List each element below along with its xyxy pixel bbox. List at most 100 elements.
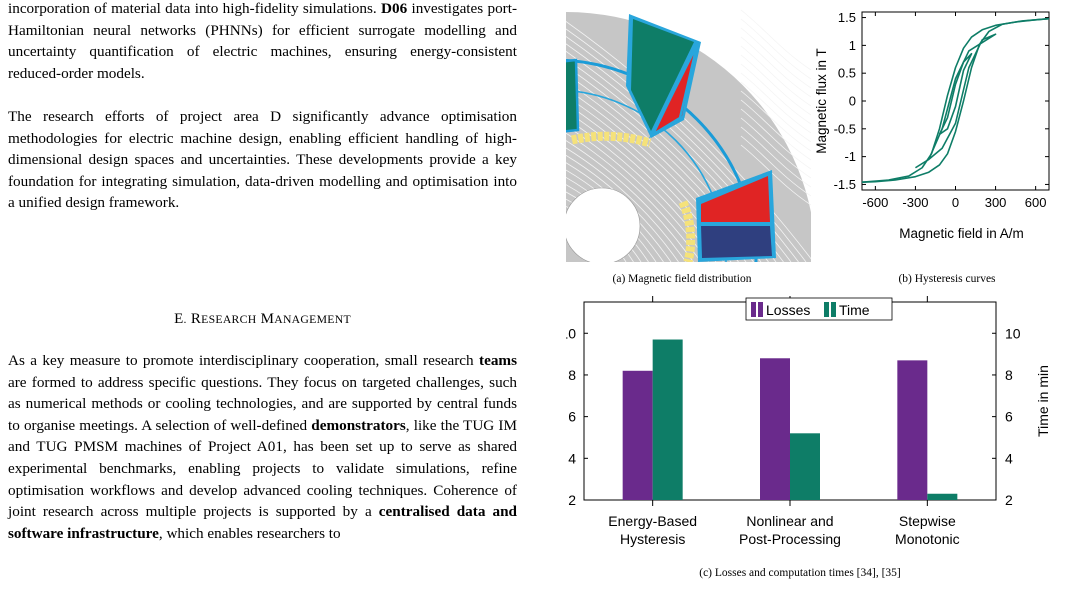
field-line — [566, 140, 694, 262]
field-line — [566, 147, 687, 262]
magnet-segment — [570, 131, 652, 148]
plot-frame — [861, 11, 1050, 191]
losses-bar — [897, 360, 928, 500]
y-tick-label: 8 — [568, 367, 576, 383]
field-line — [740, 144, 811, 206]
p1-segment: models. — [96, 64, 145, 82]
p3-segment: , like the TUG IM and TUG PMSM machines … — [8, 416, 517, 521]
field-line — [566, 21, 811, 260]
x-axis-label: Magnetic field in A/m — [899, 226, 1024, 241]
heading-char: . — [183, 313, 187, 326]
x-tick-label: -600 — [862, 195, 888, 210]
field-line — [740, 135, 811, 197]
caption-a: (a) Magnetic field distribution — [612, 273, 752, 285]
section-heading-text: E. RESEARCH MANAGEMENT — [174, 311, 351, 327]
y-tick-label: 1 — [849, 38, 856, 53]
x-tick-label: 0 — [952, 195, 959, 210]
field-line — [566, 28, 807, 262]
paragraph-research-management: As a key measure to promote interdiscipl… — [8, 350, 517, 544]
field-line — [740, 36, 811, 98]
hysteresis-curve — [915, 33, 997, 169]
p1-segment: investigates port-Hamiltonian neural net… — [8, 0, 517, 39]
field-line — [740, 54, 811, 116]
p1-segment: D06 — [381, 0, 408, 17]
category-label: Stepwise — [899, 513, 956, 529]
field-line — [740, 99, 811, 161]
heading-char: R — [190, 311, 202, 327]
heading-char: E — [174, 311, 184, 327]
y-axis-label: Losses in mJ — [566, 360, 567, 442]
field-line — [740, 72, 811, 134]
heading-char: ESEARCH — [201, 313, 257, 326]
p3-segment: centralised — [378, 503, 450, 521]
p3-segment: data and software infrastructure — [8, 503, 517, 542]
time-bar — [927, 493, 958, 500]
section-heading: E. RESEARCH MANAGEMENT — [8, 311, 517, 328]
losses-bar — [622, 370, 653, 500]
legend-swatch — [824, 302, 829, 317]
field-line — [740, 117, 811, 179]
p3-segment — [450, 503, 457, 520]
y2-tick-label: 4 — [1005, 450, 1013, 466]
y2-axis-label: Time in min — [1035, 365, 1051, 437]
y2-tick-label: 8 — [1005, 367, 1013, 383]
hysteresis-curve — [938, 52, 973, 136]
p1-segment: of electric machines, ensuring energy-co… — [8, 43, 517, 82]
field-line — [740, 18, 811, 80]
magnet-yellow-segments — [570, 131, 696, 262]
y2-tick-label: 10 — [1005, 325, 1021, 341]
magnet-segment — [678, 200, 696, 262]
y-tick-label: 6 — [568, 409, 576, 425]
p3-segment: teams — [479, 352, 517, 369]
magnetic-field-figure — [566, 9, 811, 262]
category-label: Nonlinear and — [746, 513, 833, 529]
caption-c: (c) Losses and computation times [34], [… — [699, 567, 901, 579]
legend-box — [745, 297, 893, 321]
heading-char: ANAGEMENT — [274, 313, 351, 326]
losses-time-chart: 2 4 6 8 10 2 4 6 8 10 Energy-Based Hysteresis Nonlin… — [566, 296, 1051, 547]
slot-top — [626, 14, 701, 139]
hysteresis-chart: -600 -300 0 300 600 1.5 1 0.5 0 -0.5 -1 -1.5 Magneti… — [814, 10, 1050, 241]
caption-b: (b) Hysteresis curves — [898, 273, 996, 285]
time-bar — [652, 339, 683, 500]
paragraph-project-area-d: The research efforts of project area D s… — [8, 108, 517, 212]
y-tick-label: 4 — [568, 450, 576, 466]
y-tick-label: -1 — [844, 149, 856, 164]
field-line — [740, 90, 811, 152]
x-tick-label: -300 — [902, 195, 928, 210]
legend-swatch — [751, 302, 756, 317]
y-tick-label: 10 — [566, 325, 576, 341]
slot-left — [566, 58, 580, 133]
legend-label: Time — [839, 302, 870, 318]
y-tick-label: 0 — [849, 94, 856, 109]
legend-swatch — [758, 302, 763, 317]
category-label: Post-Processing — [739, 531, 841, 547]
hysteresis-curve — [861, 17, 1050, 184]
p3-segment: demonstrators — [311, 416, 406, 434]
field-line — [740, 81, 811, 143]
p3-segment: As a key measure to promote interdiscipl… — [8, 352, 480, 369]
heading-char: M — [260, 311, 275, 327]
time-bar — [790, 433, 820, 500]
field-line — [740, 108, 811, 170]
y2-tick-label: 6 — [1005, 409, 1013, 425]
y-axis-label: Magnetic flux in T — [814, 48, 829, 154]
p3-segment: , which enables researchers to — [158, 524, 341, 542]
legend-swatch — [831, 302, 836, 317]
field-line — [740, 9, 811, 71]
y2-tick-label: 2 — [1005, 492, 1013, 508]
x-tick-label: 600 — [1025, 195, 1047, 210]
y-tick-label: -1.5 — [834, 177, 856, 192]
y-tick-label: -0.5 — [834, 121, 856, 136]
y-tick-label: 1.5 — [838, 10, 856, 25]
category-label: Hysteresis — [620, 531, 685, 547]
y-tick-label: 2 — [568, 492, 576, 508]
field-line — [740, 63, 811, 125]
p1-segment: for efficient surrogate modelling and un… — [8, 21, 517, 61]
x-tick-label: 300 — [985, 195, 1007, 210]
category-label: Monotonic — [895, 531, 960, 547]
legend: Losses Time — [745, 297, 893, 321]
field-line — [740, 126, 811, 188]
legend-label: Losses — [766, 302, 810, 318]
slot-right — [696, 170, 776, 262]
